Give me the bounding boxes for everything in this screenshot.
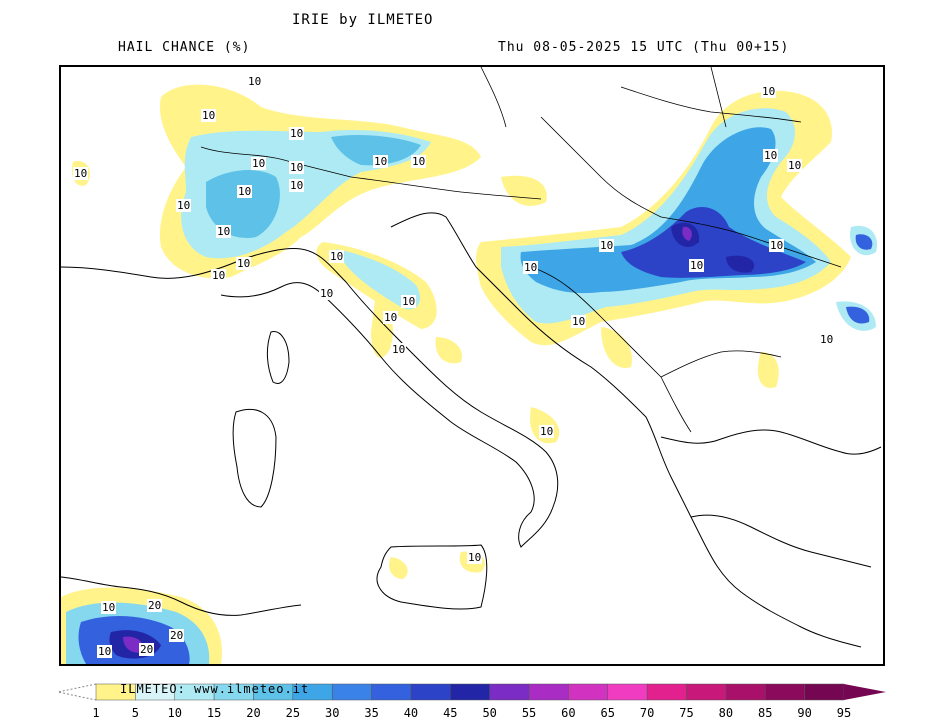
contour-label: 10 (73, 167, 89, 180)
map-subtitle: HAIL CHANCE (%) (118, 40, 251, 55)
contour-label: 20 (169, 629, 185, 642)
contour-label: 10 (689, 259, 705, 272)
legend-swatch (765, 683, 805, 701)
color-scale-bar (57, 683, 886, 701)
legend-swatch (646, 683, 687, 701)
contour-label: 10 (211, 269, 227, 282)
color-scale-legend (56, 680, 892, 722)
contour-label: 10 (201, 109, 217, 122)
contour-label: 10 (391, 343, 407, 356)
hail-field-alps (71, 84, 482, 279)
contour-label: 10 (819, 333, 835, 346)
contour-label: 10 (383, 311, 399, 324)
contour-label: 10 (289, 161, 305, 174)
legend-swatch (804, 683, 845, 701)
legend-tick-label: 85 (758, 706, 773, 720)
legend-tick-label: 15 (206, 706, 222, 720)
contour-label: 10 (539, 425, 555, 438)
legend-tick-label: 1 (92, 706, 100, 720)
legend-tick-label: 5 (131, 706, 139, 720)
contour-label: 10 (251, 157, 267, 170)
legend-swatch (725, 683, 766, 701)
contour-label: 10 (216, 225, 232, 238)
contour-label: 10 (787, 159, 803, 172)
contour-label: 10 (401, 295, 417, 308)
legend-tick-label: 75 (679, 706, 694, 720)
legend-tick-label: 45 (443, 706, 458, 720)
contour-label: 10 (237, 185, 253, 198)
contour-label: 10 (97, 645, 113, 658)
contour-label: 10 (467, 551, 483, 564)
contour-label: 10 (247, 75, 263, 88)
contour-label: 10 (769, 239, 785, 252)
contour-label: 10 (523, 261, 539, 274)
legend-tick-label: 80 (718, 706, 734, 720)
legend-left-arrow (57, 683, 97, 701)
contour-label: 10 (236, 257, 252, 270)
legend-tick-label: 40 (403, 706, 419, 720)
contour-label: 20 (147, 599, 163, 612)
contour-label: 10 (289, 127, 305, 140)
coastlines (61, 212, 882, 648)
contour-label: 10 (411, 155, 427, 168)
legend-tick-label: 35 (364, 706, 379, 720)
legend-tick-label: 20 (246, 706, 261, 720)
legend-swatch (450, 683, 490, 701)
legend-tick-label: 50 (482, 706, 497, 720)
contour-label: 10 (571, 315, 587, 328)
contour-label: 10 (176, 199, 192, 212)
legend-tick-label: 25 (285, 706, 301, 720)
contour-label: 10 (763, 149, 779, 162)
hail-field-balkans (476, 90, 877, 388)
legend-tick-label: 70 (639, 706, 655, 720)
map-title: IRIE by ILMETEO (292, 12, 434, 28)
legend-swatch (568, 683, 609, 701)
watermark: ILMETEO: www.ilmeteo.it (120, 682, 310, 696)
forecast-datetime: Thu 08-05-2025 15 UTC (Thu 00+15) (498, 40, 790, 55)
contour-label: 20 (139, 643, 155, 656)
legend-tick-label: 90 (797, 706, 812, 720)
contour-label: 10 (373, 155, 389, 168)
contour-label: 10 (319, 287, 335, 300)
legend-right-arrow (844, 684, 886, 700)
legend-swatch (607, 683, 648, 701)
contour-label: 10 (761, 85, 777, 98)
legend-swatch (528, 683, 569, 701)
contour-label: 10 (599, 239, 615, 252)
hail-chance-map: 10 10 10 10 10 10 10 10 10 10 10 10 10 1… (59, 65, 885, 666)
legend-swatch (331, 683, 372, 701)
legend-tick-label: 55 (521, 706, 537, 720)
legend-swatch (686, 683, 727, 701)
legend-tick-label: 95 (836, 706, 852, 720)
legend-tick-label: 60 (561, 706, 576, 720)
map-canvas (61, 67, 882, 664)
legend-tick-label: 65 (600, 706, 616, 720)
contour-label: 10 (289, 179, 305, 192)
legend-tick-label: 10 (167, 706, 182, 720)
legend-swatch (489, 683, 530, 701)
legend-swatch (410, 683, 451, 701)
legend-tick-label: 30 (324, 706, 340, 720)
contour-label: 10 (329, 250, 345, 263)
legend-swatch (371, 683, 412, 701)
contour-label: 10 (101, 601, 117, 614)
